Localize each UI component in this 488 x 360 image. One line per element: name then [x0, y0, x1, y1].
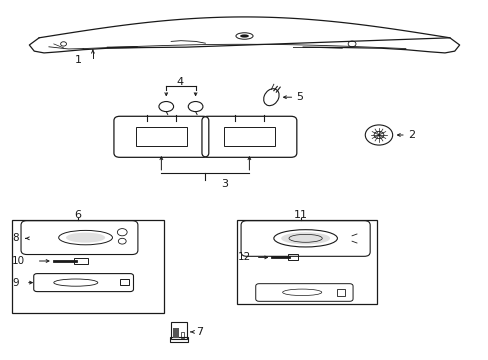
Text: 4: 4: [176, 77, 183, 87]
Text: 7: 7: [195, 327, 203, 337]
Text: 9: 9: [12, 278, 19, 288]
Text: 11: 11: [293, 210, 307, 220]
Text: 5: 5: [295, 92, 302, 102]
Text: 1: 1: [75, 55, 81, 65]
Bar: [224, 127, 274, 146]
Bar: [12, 220, 163, 313]
Bar: [136, 127, 186, 146]
Ellipse shape: [240, 35, 248, 38]
Text: 2: 2: [407, 130, 415, 140]
Text: 10: 10: [12, 256, 25, 266]
Bar: [171, 322, 186, 339]
Ellipse shape: [281, 232, 329, 244]
Bar: [181, 332, 183, 338]
Ellipse shape: [66, 233, 105, 243]
Bar: [287, 254, 298, 260]
Bar: [337, 289, 345, 296]
Text: 8: 8: [12, 233, 19, 243]
Bar: [237, 220, 376, 304]
Bar: [169, 337, 188, 342]
Bar: [74, 258, 88, 264]
Bar: [173, 328, 179, 338]
Text: 6: 6: [75, 210, 81, 220]
Bar: [120, 279, 128, 285]
Text: 12: 12: [238, 252, 251, 262]
Text: 3: 3: [221, 179, 228, 189]
